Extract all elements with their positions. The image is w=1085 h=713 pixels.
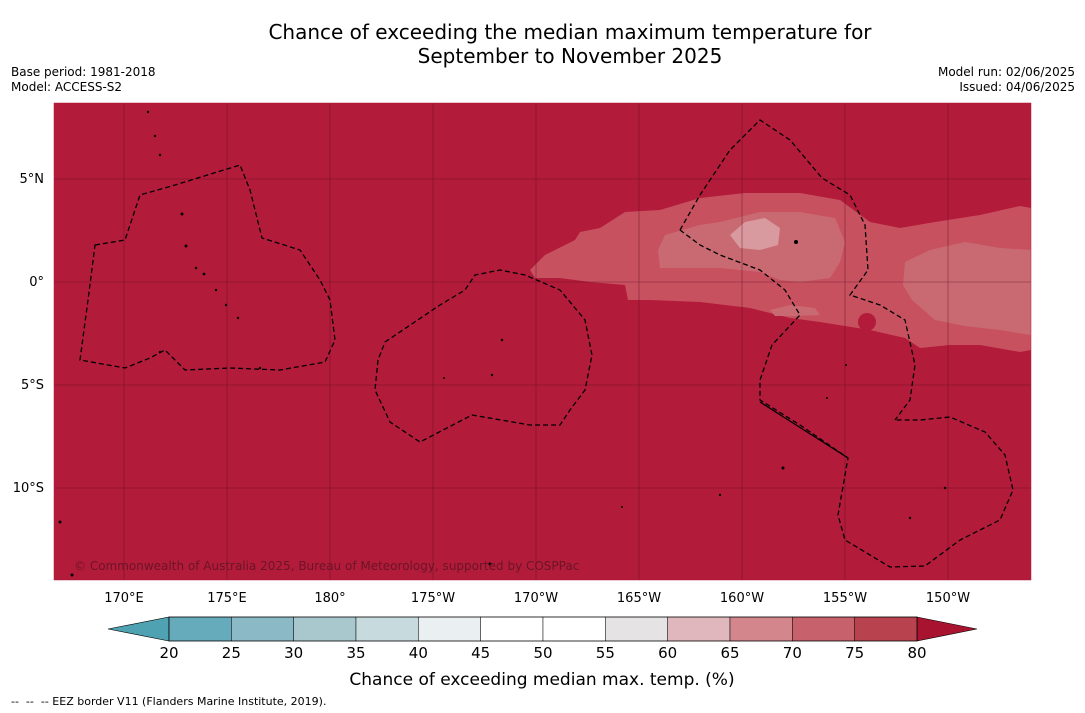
colorbar-cells (168, 616, 918, 642)
colorbar: 20 25 30 35 40 45 50 55 60 65 70 75 80 (107, 616, 978, 662)
probability-region-70-small (770, 305, 820, 316)
issued-date: Issued: 04/06/2025 (959, 80, 1075, 94)
lon-label: 160°W (720, 591, 764, 606)
lon-label: 170°W (514, 591, 558, 606)
probability-region-70-east (903, 242, 1031, 335)
base-period: Base period: 1981-2018 (11, 65, 156, 79)
colorbar-tick-label: 35 (346, 644, 365, 662)
lon-label: 165°W (617, 591, 661, 606)
colorbar-cell (231, 616, 294, 642)
lat-label: 5°N (20, 172, 45, 187)
colorbar-tick-label: 55 (596, 644, 615, 662)
colorbar-cell (355, 616, 419, 642)
latitude-labels: 5°N 0° 5°S 10°S (13, 172, 44, 496)
lat-label: 5°S (21, 378, 44, 393)
probability-region-65 (730, 218, 780, 250)
meta-left: Base period: 1981-2018 Model: ACCESS-S2 (11, 65, 156, 95)
colorbar-tick-label: 75 (845, 644, 864, 662)
colorbar-cell (854, 616, 918, 642)
colorbar-cell (480, 616, 544, 642)
gridlines (54, 103, 1031, 580)
colorbar-cell (605, 616, 668, 642)
map-title: Chance of exceeding the median maximum t… (0, 20, 1085, 68)
colorbar-outline (168, 616, 918, 642)
colorbar-tick-labels: 20 25 30 35 40 45 50 55 60 65 70 75 80 (159, 644, 926, 662)
probability-spot (858, 313, 876, 331)
lat-label: 10°S (13, 481, 44, 496)
map-frame (53, 102, 1032, 581)
eez-kiribati-gilberts (79, 164, 336, 371)
colorbar-cell (168, 616, 232, 642)
colorbar-over-arrow (916, 616, 978, 642)
copyright-text: © Commonwealth of Australia 2025, Bureau… (74, 559, 579, 573)
colorbar-tick-label: 70 (783, 644, 802, 662)
lon-label: 155°W (823, 591, 867, 606)
eez-solid-segment (759, 401, 849, 459)
colorbar-cell (667, 616, 731, 642)
meta-right: Model run: 02/06/2025 Issued: 04/06/2025 (938, 65, 1075, 95)
map-panel (54, 103, 1031, 580)
colorbar-title: Chance of exceeding median max. temp. (%… (349, 670, 734, 690)
colorbar-cell (729, 616, 793, 642)
colorbar-tick-label: 45 (471, 644, 490, 662)
colorbar-tick-label: 65 (720, 644, 739, 662)
eez-phoenix (374, 269, 593, 443)
eez-borders (79, 119, 1014, 568)
colorbar-cell (792, 616, 855, 642)
island-markers (58, 110, 947, 577)
colorbar-tick-label: 20 (159, 644, 178, 662)
longitude-labels: 170°E 175°E 180° 175°W 170°W 165°W 160°W… (104, 591, 970, 606)
title-line-2: September to November 2025 (417, 44, 723, 68)
colorbar-cell (418, 616, 481, 642)
colorbar-tick-label: 40 (409, 644, 428, 662)
model-name: Model: ACCESS-S2 (11, 80, 123, 94)
lon-label: 180° (314, 591, 345, 606)
colorbar-tick-label: 25 (222, 644, 241, 662)
colorbar-under-arrow (107, 616, 170, 642)
footer-note: -- -- -- EEZ border V11 (Flanders Marine… (11, 695, 327, 708)
title-line-1: Chance of exceeding the median maximum t… (268, 20, 872, 44)
colorbar-cell (542, 616, 606, 642)
eez-line-islands-south (679, 229, 1014, 568)
lat-label: 0° (29, 275, 44, 290)
colorbar-tick-label: 30 (284, 644, 303, 662)
lon-label: 150°W (926, 591, 970, 606)
lon-label: 175°W (411, 591, 455, 606)
colorbar-tick-label: 60 (658, 644, 677, 662)
map-background (54, 103, 1031, 580)
colorbar-tick-label: 50 (533, 644, 552, 662)
eez-line-islands-north (679, 119, 916, 421)
model-run: Model run: 02/06/2025 (937, 65, 1075, 79)
lon-label: 170°E (104, 591, 144, 606)
lon-label: 175°E (207, 591, 247, 606)
colorbar-tick-label: 80 (907, 644, 926, 662)
colorbar-cell (293, 616, 357, 642)
